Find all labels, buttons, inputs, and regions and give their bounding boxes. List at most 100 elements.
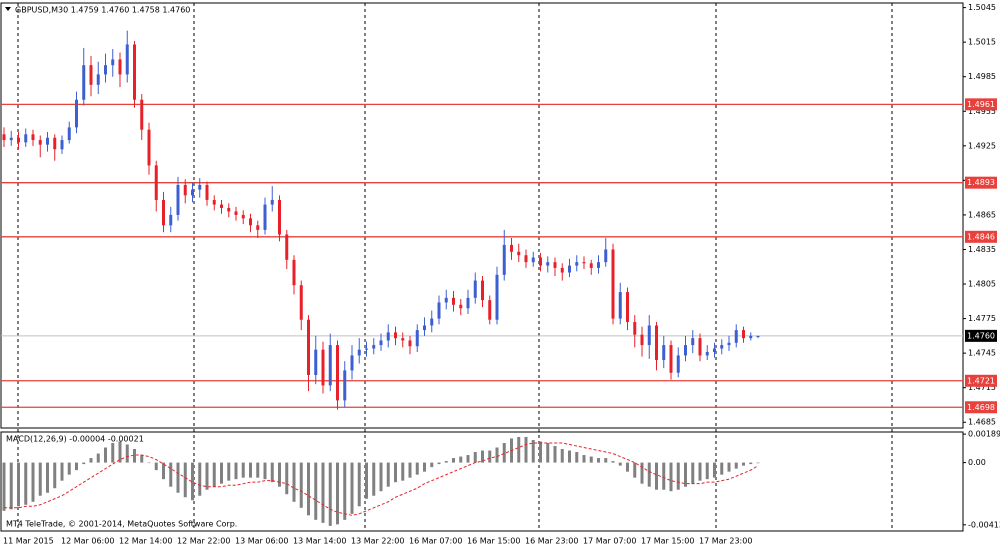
x-tick-label: 17 Mar 07:00 (583, 537, 636, 546)
candle-body (444, 297, 448, 303)
macd-bar (205, 462, 209, 490)
candle-body (249, 218, 252, 226)
candle-body (212, 199, 216, 205)
macd-bar (386, 462, 390, 487)
x-tick-label: 13 Mar 22:00 (351, 537, 404, 546)
candle-body (437, 302, 441, 319)
macd-bar (2, 462, 6, 511)
macd-bar (154, 462, 158, 471)
macd-bar (705, 462, 709, 480)
level-label: 1.4893 (967, 178, 995, 187)
macd-bar (611, 461, 615, 463)
candle-body (96, 74, 100, 85)
y-tick-label: 1.4805 (968, 280, 996, 289)
macd-bar (401, 462, 405, 481)
candle-body (169, 214, 173, 226)
candle-body (82, 65, 86, 100)
macd-bar (292, 462, 296, 502)
candle-body (531, 257, 535, 263)
candle-body (292, 259, 296, 286)
macd-bar (147, 462, 151, 464)
candle-body (379, 340, 383, 346)
candle-body (147, 129, 151, 166)
macd-bar (452, 458, 455, 463)
macd-bar (473, 452, 477, 463)
candle-body (133, 44, 136, 100)
macd-bar (691, 462, 695, 484)
macd-bar (256, 462, 260, 478)
x-tick-label: 12 Mar 14:00 (119, 537, 172, 546)
candle-body (75, 99, 78, 128)
y-tick-label: 1.4835 (968, 245, 996, 254)
macd-bar (133, 449, 136, 463)
level-box (965, 230, 997, 243)
macd-bar (220, 462, 223, 484)
candle-body (17, 137, 20, 143)
candle-body (104, 65, 107, 75)
candle-body (502, 244, 506, 275)
y-tick-label: 1.4955 (968, 107, 996, 116)
signal-line (4, 442, 759, 516)
macd-bar (531, 439, 535, 463)
candle-body (125, 44, 129, 75)
macd-bar (82, 462, 86, 465)
candle-body (647, 325, 651, 346)
candle-body (314, 349, 318, 376)
y-tick-label: 1.4685 (968, 418, 996, 427)
candle-body (655, 325, 658, 361)
candle-body (452, 297, 455, 305)
macd-bar (46, 462, 49, 493)
candle-body (299, 285, 303, 320)
macd-bar (140, 455, 144, 463)
macd-bar (357, 462, 361, 507)
candle-body (560, 267, 564, 273)
y-tick-label: 1.5045 (968, 3, 996, 12)
candle-body (575, 262, 579, 266)
candle-body (365, 348, 368, 350)
candle-body (357, 349, 361, 356)
copyright: MT4 TeleTrade, © 2001-2014, MetaQuotes S… (6, 520, 237, 529)
candle-body (53, 137, 57, 150)
macd-panel (0, 431, 964, 532)
candle-body (220, 204, 223, 209)
level-label: 1.4961 (967, 100, 995, 109)
macd-bar (394, 462, 397, 483)
candle-body (539, 257, 542, 266)
macd-bar (343, 462, 347, 520)
macd-bar (125, 444, 129, 463)
candle-body (2, 134, 6, 141)
candle-body (256, 225, 260, 230)
current-price-box (965, 329, 997, 342)
macd-bar (669, 462, 673, 492)
macd-bar (191, 462, 194, 501)
macd-title: MACD(12,26,9) -0.00004 -0.00021 (6, 435, 144, 444)
candle-body (372, 345, 376, 349)
macd-bar (459, 456, 463, 463)
macd-bar (270, 462, 274, 483)
menu-arrow[interactable] (5, 7, 11, 11)
macd-bar (582, 455, 586, 463)
macd-bar (328, 462, 332, 526)
candle-body (742, 330, 745, 339)
candle-body (9, 137, 13, 141)
y-tick-label: 1.4925 (968, 141, 996, 150)
macd-bar (589, 456, 593, 463)
macd-bar (568, 450, 571, 463)
candle-body (350, 355, 354, 371)
macd-bar (495, 447, 499, 463)
candle-body (488, 300, 492, 320)
y-tick-label: 1.4715 (968, 383, 996, 392)
candle-body (430, 318, 434, 326)
y-tick-label: 1.4985 (968, 72, 996, 81)
candle-body (553, 262, 557, 268)
candle-body (415, 330, 419, 347)
candle-body (191, 189, 194, 196)
macd-bar (437, 462, 441, 465)
macd-bar (640, 462, 644, 484)
candle-body (510, 244, 513, 252)
candle-body (459, 304, 463, 309)
macd-bar (684, 462, 687, 487)
macd-bar (676, 462, 680, 490)
x-tick-label: 13 Mar 14:00 (293, 537, 346, 546)
level-label: 1.4846 (967, 232, 995, 241)
